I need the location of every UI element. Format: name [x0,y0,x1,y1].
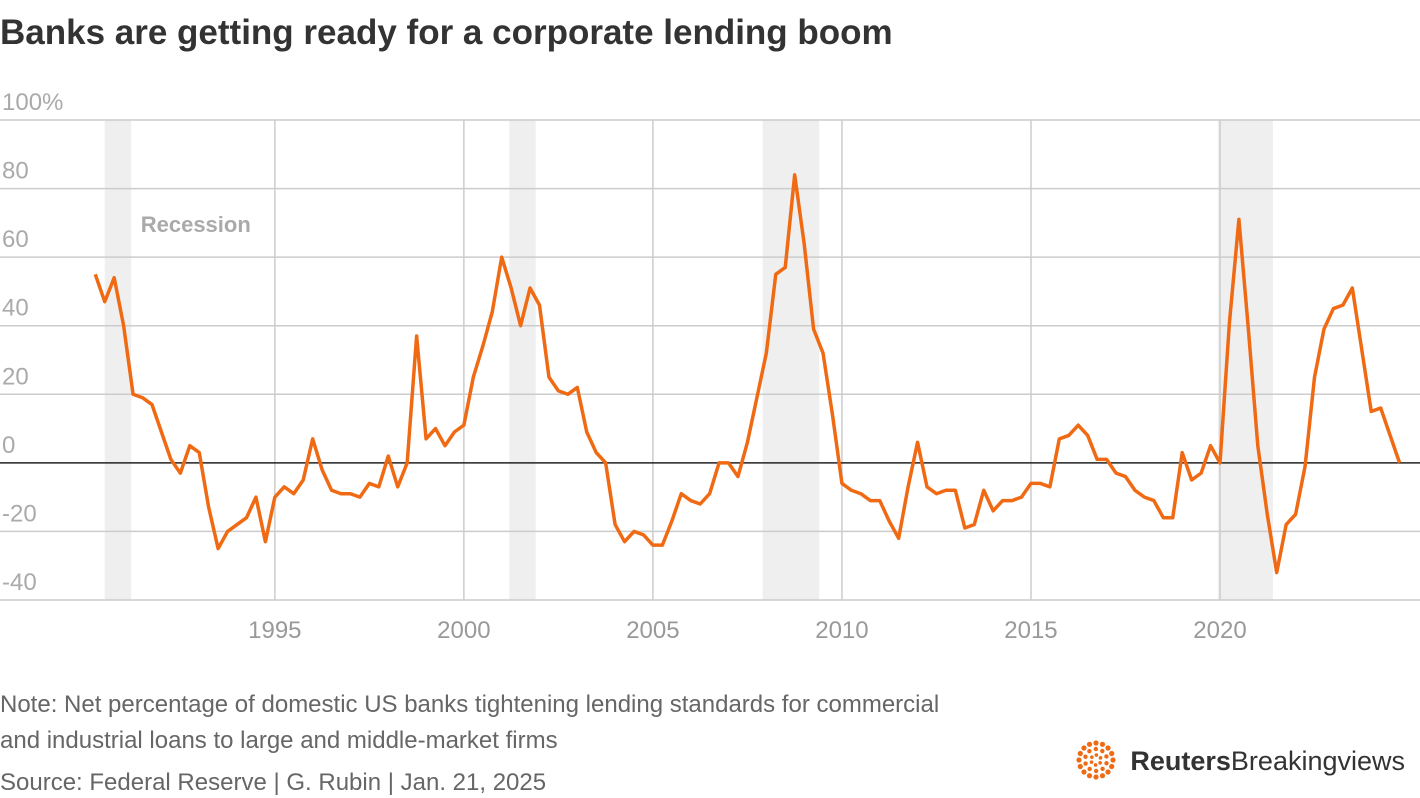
logo-dot [1081,745,1087,751]
logo-dot [1105,769,1111,775]
x-tick-label: 2015 [1004,617,1057,644]
logo-dot [1104,754,1109,759]
logo: ReutersBreakingviews [1130,746,1405,776]
data-line [93,173,1402,575]
logo-dot [1083,754,1088,759]
logo-dot [1100,748,1105,754]
y-tick-label: -20 [2,500,37,527]
logo-dot [1090,755,1094,759]
logo-dot [1093,746,1099,752]
logo-dot [1076,757,1082,763]
logo-dot [1109,750,1115,757]
x-tick-label: 2010 [815,617,868,644]
logo-dot [1099,773,1106,779]
logo-dot [1093,774,1099,780]
logo-dot [1081,769,1087,775]
logo-dot [1098,756,1103,760]
note-line: and industrial loans to large and middle… [0,727,558,754]
recession-band [509,120,536,600]
recession-label: Recession [141,212,251,237]
logo-dot [1094,753,1099,757]
logo-dot [1100,766,1105,772]
logo-dot [1093,740,1099,746]
logo-dot [1098,761,1102,765]
recession-band [762,120,820,600]
y-tick-label: -40 [2,569,37,596]
logo-dot [1093,768,1099,774]
logo-icon [1076,740,1116,780]
y-tick-label: 100% [2,89,63,116]
logo-dot [1093,763,1098,767]
logo-dot [1086,741,1093,747]
logo-regular: Breakingviews [1231,746,1405,776]
logo-dot [1077,763,1083,770]
note-line: Note: Net percentage of domestic US bank… [0,691,939,718]
logo-dot [1089,760,1094,764]
logo-dot [1105,745,1111,751]
logo-bold: Reuters [1130,746,1231,776]
logo-dot [1083,761,1088,766]
x-tick-label: 2020 [1193,617,1246,644]
logo-dot [1087,766,1092,772]
x-tick-label: 2005 [626,617,679,644]
logo-dot [1109,763,1115,770]
logo-dot [1086,773,1093,779]
chart-title: Banks are getting ready for a corporate … [0,13,893,52]
logo-dot [1099,741,1106,747]
logo-dot [1104,761,1109,766]
logo-dot [1087,748,1092,754]
x-tick-label: 2000 [437,617,490,644]
y-tick-label: 0 [2,432,15,459]
y-tick-label: 40 [2,295,29,322]
logo-dot [1077,750,1083,757]
source: Source: Federal Reserve | G. Rubin | Jan… [0,769,546,796]
x-tick-label: 1995 [248,617,301,644]
y-tick-label: 60 [2,226,29,253]
logo-dot [1110,757,1116,763]
y-tick-label: 20 [2,363,29,390]
y-tick-label: 80 [2,158,29,185]
